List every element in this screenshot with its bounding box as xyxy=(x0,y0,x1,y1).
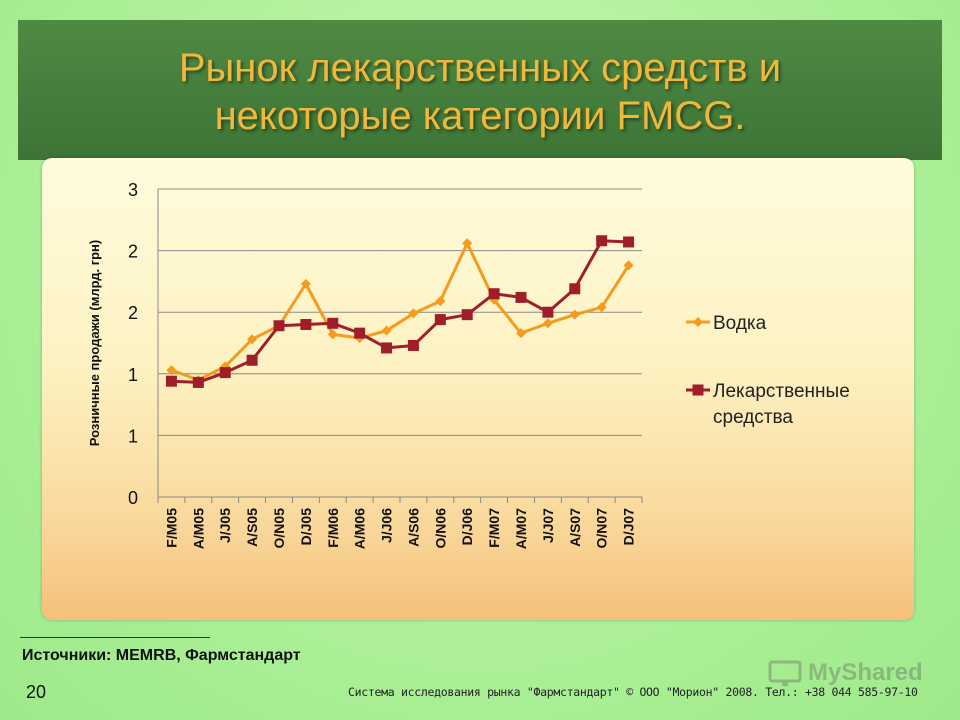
chart-panel: 0 1 1 2 2 3 F/M05 A/M05 J/J05 A/S05 O/N05 D/J05 F/M0… xyxy=(42,158,914,620)
y-axis-title: Розничные продажи (млрд. грн) xyxy=(87,240,102,446)
legend-marker xyxy=(692,384,704,396)
data-point xyxy=(623,236,635,248)
data-point xyxy=(623,260,634,271)
data-point xyxy=(192,376,204,388)
data-point xyxy=(435,296,446,307)
legend-marker xyxy=(693,317,703,327)
data-point xyxy=(247,334,258,345)
data-point xyxy=(166,365,177,376)
data-point xyxy=(327,317,339,329)
y-tick-label: 1 xyxy=(128,426,138,446)
data-point xyxy=(246,354,258,366)
x-tick-label: J/J07 xyxy=(540,508,556,543)
slide-title-line-1: Рынок лекарственных средств и xyxy=(178,46,782,90)
x-tick-label: D/J07 xyxy=(621,508,637,546)
data-point xyxy=(219,367,231,379)
presentation-icon xyxy=(768,660,802,686)
data-point xyxy=(542,306,554,318)
data-point xyxy=(381,325,392,336)
x-tick-label: J/J06 xyxy=(379,508,395,543)
data-point xyxy=(165,375,177,387)
footnote-divider xyxy=(20,637,210,638)
data-point xyxy=(300,319,312,331)
x-tick-label: A/M05 xyxy=(190,508,206,549)
copyright-note: Система исследования рынка "Фармстандарт… xyxy=(348,685,918,699)
x-tick-label: A/S06 xyxy=(405,508,421,547)
data-point xyxy=(300,278,311,289)
page-number: 20 xyxy=(26,682,47,702)
y-tick-label: 3 xyxy=(128,180,138,200)
y-tick-label: 2 xyxy=(128,303,138,323)
legend-label: Лекарственные средства xyxy=(713,381,850,428)
data-point xyxy=(516,328,526,339)
slide-title-line-2: некоторые категории FMCG. xyxy=(214,94,746,138)
series-line-1 xyxy=(170,241,630,382)
x-tick-label: A/M06 xyxy=(352,508,368,549)
watermark: MyShared xyxy=(768,657,938,689)
watermark-text: MyShared xyxy=(808,659,923,686)
x-tick-label: O/N07 xyxy=(594,508,610,549)
line-chart: 0 1 1 2 2 3 F/M05 A/M05 J/J05 A/S05 O/N05 D/J05 F/M0… xyxy=(87,180,850,549)
x-tick-label: F/M06 xyxy=(325,508,341,548)
x-tick-label: A/S05 xyxy=(244,508,260,547)
data-point xyxy=(354,327,366,339)
y-tick-label: 2 xyxy=(128,242,138,262)
data-point xyxy=(408,308,419,319)
data-point xyxy=(220,361,231,372)
data-point xyxy=(569,283,581,295)
data-point xyxy=(407,339,419,351)
x-tick-label: F/M07 xyxy=(486,508,502,548)
data-point xyxy=(596,235,608,247)
x-tick-label: A/S07 xyxy=(567,508,583,547)
data-point xyxy=(542,318,553,329)
data-point xyxy=(596,302,607,313)
x-tick-label: F/M05 xyxy=(163,508,179,548)
x-tick-label: D/J06 xyxy=(459,508,475,546)
data-point xyxy=(488,288,500,300)
series-line-2 xyxy=(171,239,629,384)
x-tick-label: D/J05 xyxy=(298,508,314,546)
header-panel xyxy=(18,20,942,160)
data-point xyxy=(327,329,338,340)
x-tick-label: O/N05 xyxy=(271,508,287,549)
data-point xyxy=(273,320,285,332)
data-point xyxy=(462,238,473,249)
legend-label: Водка xyxy=(713,313,767,334)
data-point xyxy=(381,342,393,354)
x-tick-label: J/J05 xyxy=(217,508,233,543)
y-tick-label: 0 xyxy=(128,488,138,508)
data-point xyxy=(434,314,446,326)
y-tick-label: 1 xyxy=(128,365,138,385)
x-tick-label: A/M07 xyxy=(513,508,529,549)
slide-title: Рынок лекарственных средств и некоторые … xyxy=(18,44,942,140)
data-point xyxy=(461,309,473,321)
data-point xyxy=(569,309,580,320)
source-note: Источники: MEMRB, Фармстандарт xyxy=(22,647,301,664)
data-point xyxy=(515,291,527,303)
x-tick-label: O/N06 xyxy=(432,508,448,549)
